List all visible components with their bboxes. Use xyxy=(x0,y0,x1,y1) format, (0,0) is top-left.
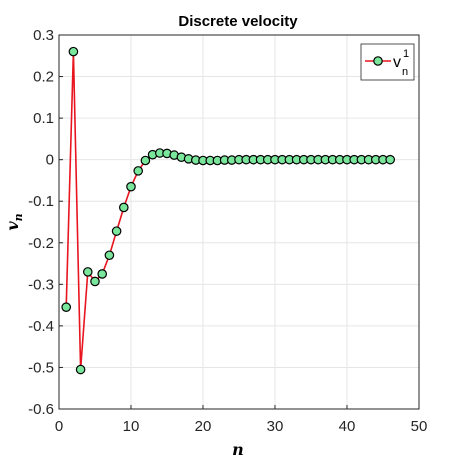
x-tick-label: 50 xyxy=(411,418,428,435)
x-tick-label: 40 xyxy=(339,418,356,435)
plot-frame xyxy=(58,34,420,410)
y-tick-label: -0.6 xyxy=(28,401,54,418)
legend-label-base: v xyxy=(393,54,401,71)
data-point xyxy=(104,250,115,261)
x-tick-label: 0 xyxy=(55,418,63,435)
x-axis-label: n xyxy=(232,440,244,459)
data-point xyxy=(97,269,107,279)
x-tick-label: 20 xyxy=(195,418,212,435)
plot-area xyxy=(59,35,419,409)
y-tick-label: -0.1 xyxy=(28,193,54,210)
data-point xyxy=(111,226,122,236)
data-point xyxy=(140,155,151,166)
legend-label-sub: n xyxy=(402,66,408,78)
x-tick-label: 30 xyxy=(267,418,284,435)
data-point xyxy=(61,302,71,312)
data-point xyxy=(68,46,79,57)
y-tick-label: -0.2 xyxy=(28,235,54,252)
y-tick-label: -0.4 xyxy=(28,318,54,335)
x-tick-labels: 0 10 20 30 40 50 xyxy=(55,418,428,435)
data-point xyxy=(119,202,129,213)
data-point xyxy=(83,267,93,277)
data-point xyxy=(133,166,143,176)
x-tick-label: 10 xyxy=(123,418,140,435)
data-point xyxy=(126,181,136,192)
y-tick-label: 0.1 xyxy=(33,110,54,127)
y-tick-label: 0.3 xyxy=(33,27,54,44)
legend-label-sup: 1 xyxy=(403,48,409,60)
legend-box xyxy=(360,43,415,81)
legend-marker-sample xyxy=(373,56,383,66)
data-point xyxy=(90,276,100,287)
y-axis-label-sub: n xyxy=(12,213,25,221)
y-axis-label-base: v xyxy=(3,221,22,231)
y-tick-labels: -0.6 -0.5 -0.4 -0.3 -0.2 -0.1 0 0.1 0.2 0.3 xyxy=(28,27,54,418)
y-tick-label: -0.5 xyxy=(28,359,54,376)
data-point xyxy=(385,154,395,165)
y-tick-label: -0.3 xyxy=(28,276,54,293)
y-tick-label: 0 xyxy=(46,152,54,169)
data-point xyxy=(75,364,86,375)
series-markers xyxy=(61,46,395,375)
y-axis-label: vn xyxy=(3,213,25,230)
y-tick-label: 0.2 xyxy=(33,69,54,86)
chart-title: Discrete velocity xyxy=(178,13,298,30)
